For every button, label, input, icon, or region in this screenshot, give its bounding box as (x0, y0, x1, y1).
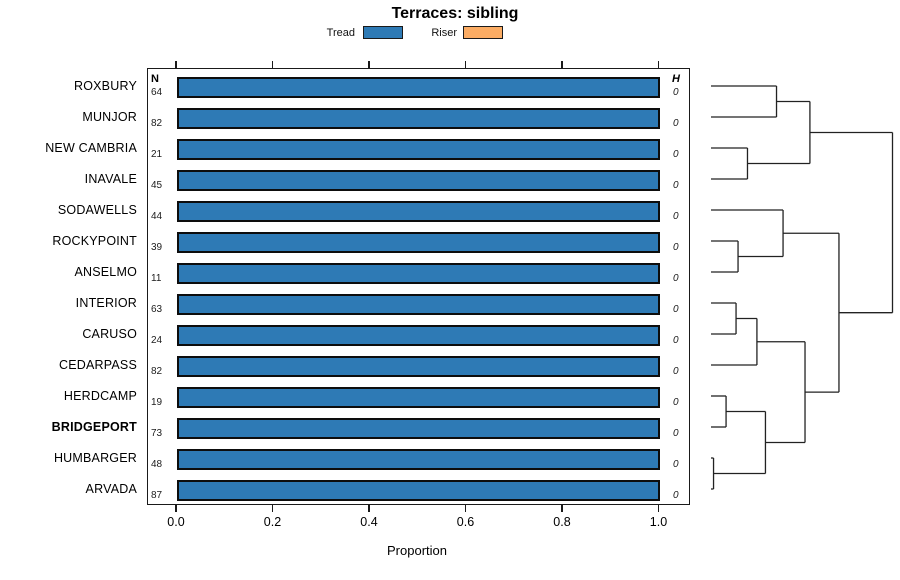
bottom-tick (368, 505, 370, 512)
h-value: 0 (673, 365, 679, 377)
n-value: 63 (151, 303, 163, 315)
h-value: 0 (673, 303, 679, 315)
n-value: 73 (151, 427, 163, 439)
n-value: 11 (151, 272, 162, 284)
top-tick (464, 61, 467, 68)
n-value: 87 (151, 489, 163, 501)
h-value: 0 (673, 179, 679, 191)
bar-tread (177, 448, 660, 470)
h-column-header: H (672, 72, 680, 85)
category-label: INTERIOR (75, 295, 137, 310)
category-label: ARVADA (85, 481, 137, 496)
h-value: 0 (673, 241, 679, 253)
bottom-tick (175, 505, 177, 512)
category-label: CEDARPASS (59, 357, 137, 372)
category-label: CARUSO (82, 326, 137, 341)
x-tick-label: 0.0 (167, 515, 185, 529)
category-label: SODAWELLS (57, 202, 137, 217)
top-tick (175, 61, 177, 68)
x-tick-label: 0.8 (553, 515, 571, 529)
h-value: 0 (673, 272, 679, 284)
h-value: 0 (673, 148, 679, 160)
chart-title: Terraces: sibling (391, 5, 519, 22)
top-tick (657, 61, 660, 68)
n-value: 82 (151, 117, 163, 129)
bar-tread (177, 417, 660, 439)
bottom-tick (464, 505, 467, 512)
category-label: ANSELMO (74, 264, 137, 279)
bar-tread (177, 324, 660, 346)
category-label: NEW CAMBRIA (45, 140, 137, 155)
legend-label-riser: Riser (431, 27, 457, 39)
legend-swatch-riser (463, 26, 503, 39)
legend-label-tread: Tread (326, 27, 355, 39)
bar-tread (177, 231, 660, 253)
h-value: 0 (673, 427, 679, 439)
x-axis-title: Proportion (387, 543, 447, 558)
n-value: 39 (151, 241, 163, 253)
category-label: INAVALE (84, 171, 137, 186)
n-value: 48 (151, 458, 163, 470)
h-value: 0 (673, 334, 679, 346)
x-tick-label: 0.2 (263, 515, 282, 529)
bar-tread (177, 200, 660, 222)
n-value: 19 (151, 396, 163, 408)
n-value: 21 (151, 148, 163, 160)
bottom-tick (271, 505, 274, 512)
bar-tread (177, 107, 660, 129)
h-value: 0 (673, 117, 679, 129)
legend-swatch-tread (363, 26, 403, 39)
bar-tread (177, 386, 660, 408)
n-column-header: N (151, 72, 159, 85)
top-tick (368, 61, 370, 68)
plot-area: N H 64 0 82 0 21 0 45 0 44 0 39 0 11 0 63 0 24 0 82 0 19 0 73 0… (147, 68, 690, 505)
category-label: ROCKYPOINT (52, 233, 137, 248)
n-value: 64 (151, 86, 163, 98)
n-value: 45 (151, 179, 163, 191)
bar-tread (177, 355, 660, 377)
bottom-tick (657, 505, 660, 512)
category-label: HERDCAMP (63, 388, 137, 403)
bar-tread (177, 169, 660, 191)
bar-tread (177, 138, 660, 160)
h-value: 0 (673, 86, 679, 98)
category-label: ROXBURY (74, 78, 137, 93)
h-value: 0 (673, 489, 679, 501)
n-value: 24 (151, 334, 163, 346)
bar-tread (177, 293, 660, 315)
bar-tread (177, 262, 660, 284)
category-label: MUNJOR (82, 109, 137, 124)
bar-tread (177, 479, 660, 501)
n-value: 82 (151, 365, 163, 377)
bar-tread (177, 76, 660, 98)
top-tick (561, 61, 563, 68)
x-tick-label: 0.6 (456, 515, 475, 529)
top-tick (271, 61, 274, 68)
h-value: 0 (673, 210, 679, 222)
x-tick-label: 0.4 (360, 515, 378, 529)
x-tick-label: 1.0 (649, 515, 668, 529)
h-value: 0 (673, 396, 679, 408)
bottom-tick (561, 505, 563, 512)
n-value: 44 (151, 210, 163, 222)
h-value: 0 (673, 458, 679, 470)
category-label: BRIDGEPORT (51, 419, 137, 434)
category-label: HUMBARGER (53, 450, 137, 465)
